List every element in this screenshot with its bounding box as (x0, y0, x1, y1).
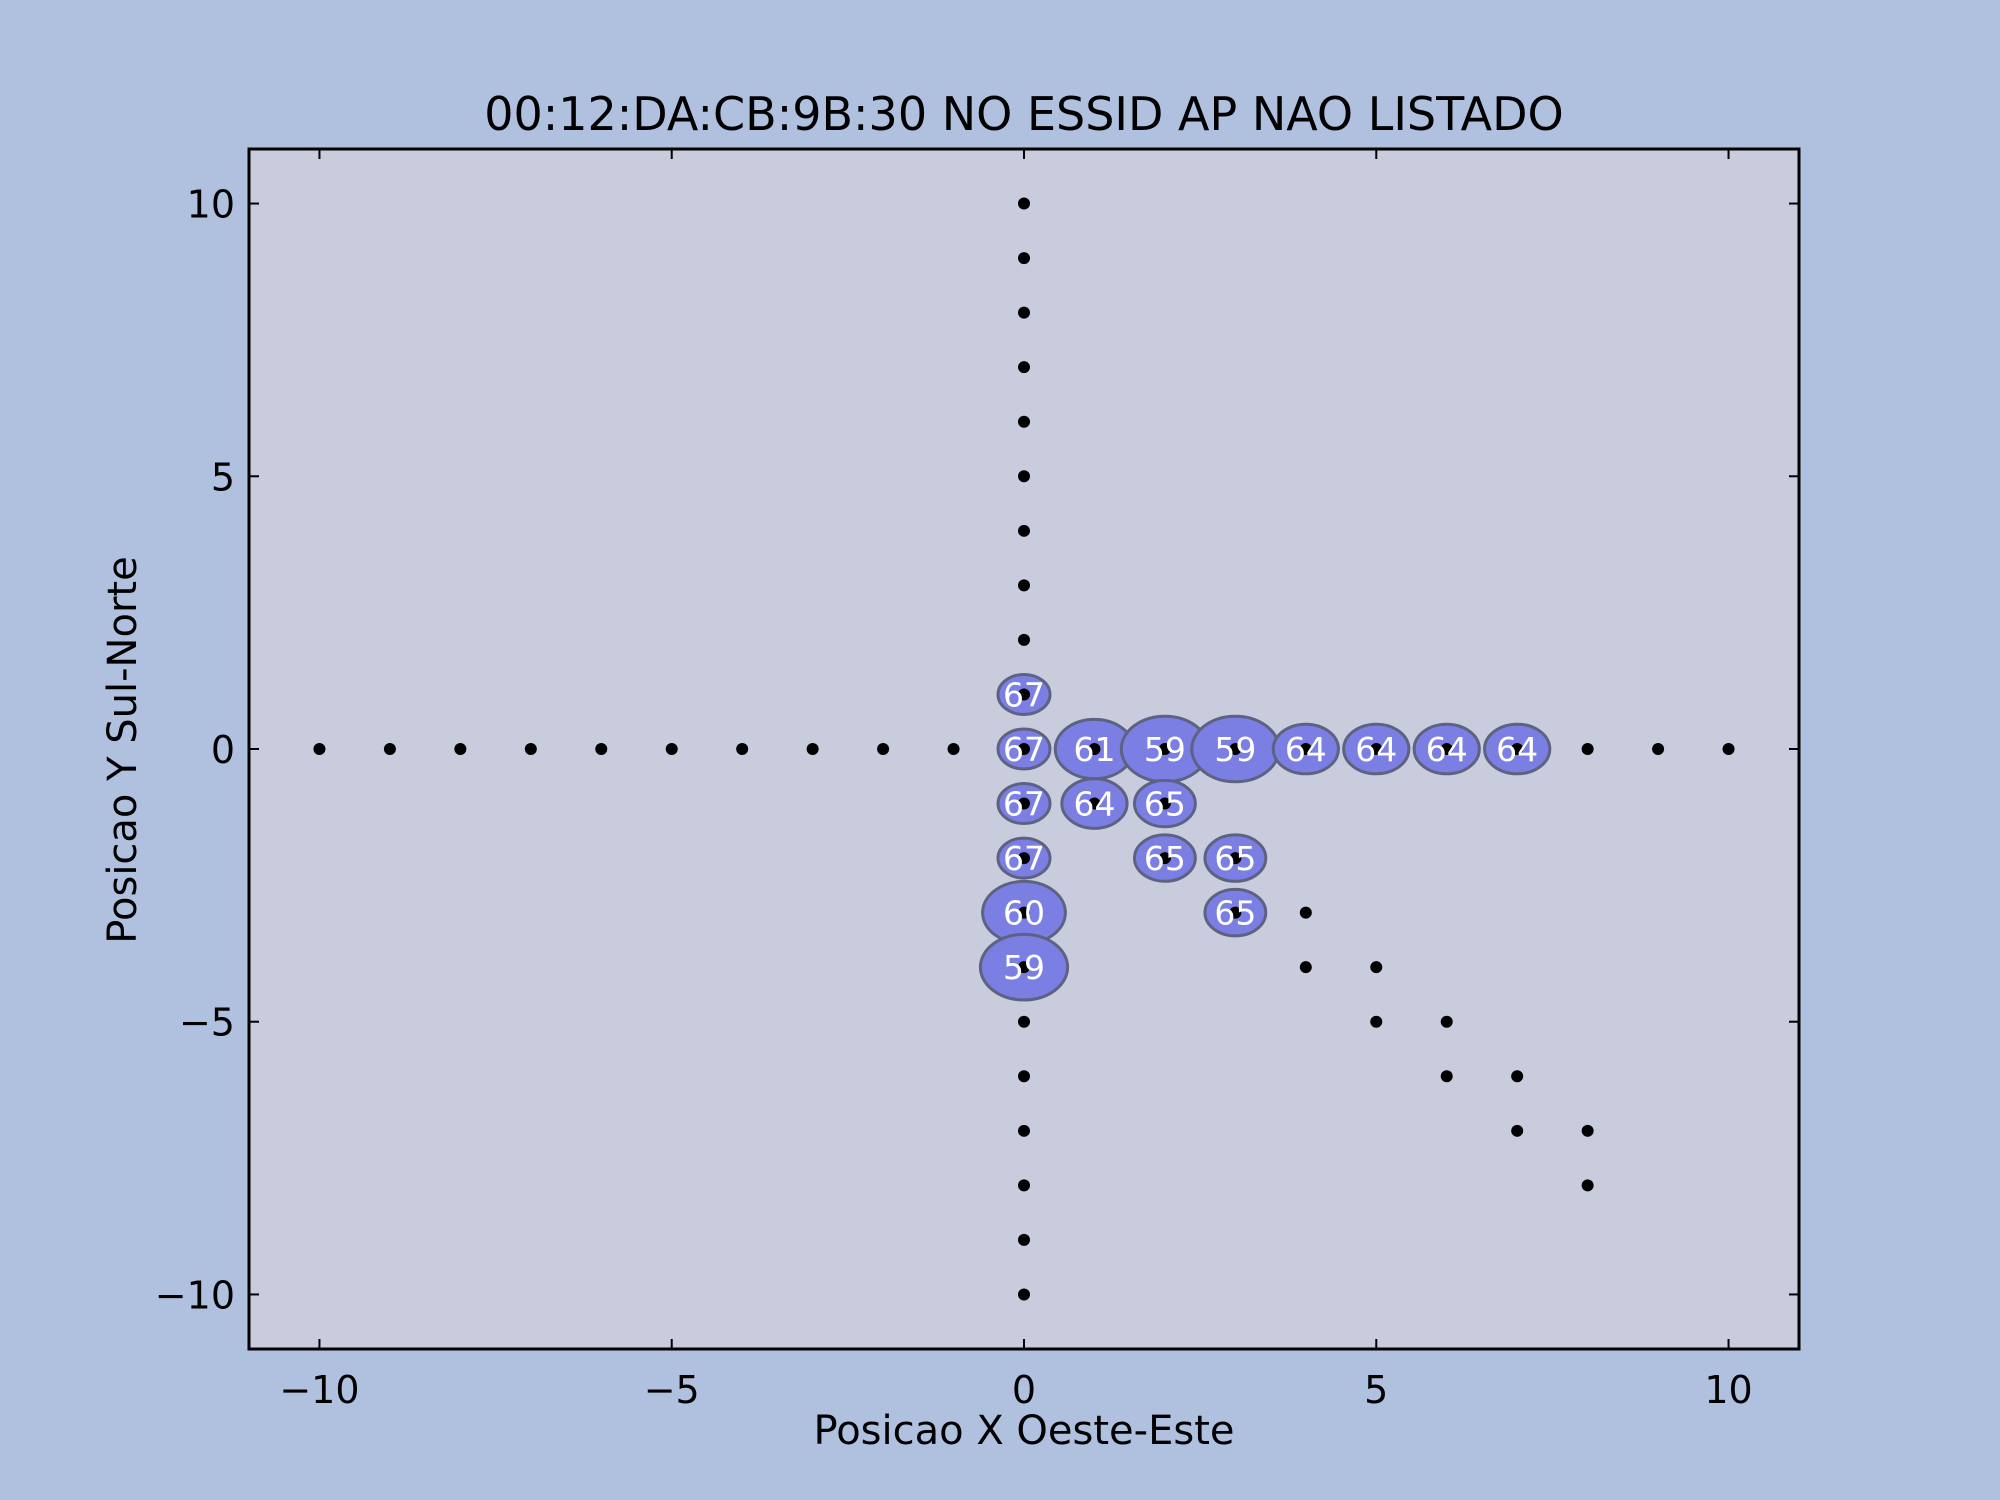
y-tick-label-3: 5 (211, 455, 235, 499)
measurement-point-19 (1652, 743, 1665, 755)
measurement-point-40 (1018, 1288, 1030, 1301)
measurement-point-27 (1018, 524, 1030, 537)
measurement-point-50 (1440, 1015, 1453, 1028)
measurement-point-47 (1299, 961, 1312, 974)
signal-value-label-4: 59 (1214, 730, 1256, 769)
measurement-point-55 (1581, 1179, 1594, 1192)
measurement-point-17 (1511, 743, 1524, 755)
x-axis-label: Posicao X Oeste-Este (814, 1408, 1235, 1454)
measurement-point-51 (1440, 1070, 1453, 1083)
measurement-point-6 (736, 743, 749, 755)
signal-value-label-5: 64 (1285, 730, 1327, 769)
measurement-point-32 (1018, 852, 1030, 865)
measurement-point-14 (1299, 743, 1312, 755)
signal-value-label-16: 60 (1003, 894, 1045, 933)
measurement-point-38 (1018, 1179, 1030, 1192)
measurement-point-0 (313, 743, 326, 755)
x-tick-label-3: 5 (1364, 1368, 1388, 1412)
measurement-point-42 (1158, 797, 1171, 810)
measurement-point-28 (1018, 579, 1030, 592)
measurement-point-49 (1370, 1015, 1383, 1028)
measurement-point-46 (1299, 906, 1312, 919)
x-tick-label-4: 10 (1704, 1368, 1752, 1412)
signal-value-label-7: 64 (1426, 730, 1468, 769)
measurement-point-20 (1722, 743, 1735, 755)
measurement-point-37 (1018, 1124, 1030, 1137)
measurement-point-12 (1158, 743, 1171, 755)
measurement-point-35 (1018, 1015, 1030, 1028)
measurement-point-4 (595, 743, 608, 755)
measurement-point-48 (1370, 961, 1383, 974)
measurement-point-21 (1018, 197, 1030, 210)
y-tick-label-4: 10 (187, 183, 235, 227)
x-tick-label-0: −10 (279, 1368, 359, 1412)
chart-marks: 67 67 61 59 59 64 64 64 64 67 64 65 67 65 65 65 60 59 (313, 197, 1735, 1301)
measurement-point-5 (665, 743, 678, 755)
axis-ticks: −10 −5 0 5 10 −10 −5 0 5 10 (155, 149, 1799, 1412)
measurement-point-10 (1018, 743, 1030, 755)
x-tick-label-1: −5 (644, 1368, 700, 1412)
measurement-point-18 (1581, 743, 1594, 755)
signal-value-label-6: 64 (1355, 730, 1397, 769)
measurement-point-8 (877, 743, 890, 755)
signal-value-label-10: 64 (1073, 785, 1115, 824)
signal-value-label-2: 61 (1073, 730, 1115, 769)
y-tick-label-1: −5 (179, 1001, 235, 1045)
signal-value-label-11: 65 (1144, 785, 1186, 824)
signal-value-label-0: 67 (1003, 675, 1045, 714)
measurement-point-13 (1229, 743, 1242, 755)
measurement-point-39 (1018, 1233, 1030, 1246)
measurement-point-1 (383, 743, 396, 755)
measurement-point-30 (1018, 688, 1030, 701)
signal-value-label-14: 65 (1214, 839, 1256, 878)
measurement-point-54 (1581, 1124, 1594, 1137)
y-tick-label-0: −10 (155, 1273, 235, 1317)
signal-value-label-15: 65 (1214, 894, 1256, 933)
measurement-point-36 (1018, 1070, 1030, 1083)
signal-value-label-17: 59 (1003, 948, 1045, 987)
measurement-point-33 (1018, 906, 1030, 919)
measurement-point-15 (1370, 743, 1383, 755)
measurement-point-16 (1440, 743, 1453, 755)
measurement-point-23 (1018, 306, 1030, 319)
y-tick-label-2: 0 (211, 728, 235, 772)
measurement-point-44 (1229, 852, 1242, 865)
measurement-point-7 (806, 743, 819, 755)
measurement-point-31 (1018, 797, 1030, 810)
signal-value-label-9: 67 (1003, 785, 1045, 824)
signal-value-label-8: 64 (1496, 730, 1538, 769)
y-axis-label: Posicao Y Sul-Norte (100, 556, 146, 943)
measurement-point-2 (454, 743, 467, 755)
measurement-point-22 (1018, 252, 1030, 265)
measurement-point-53 (1511, 1124, 1524, 1137)
measurement-point-52 (1511, 1070, 1524, 1083)
measurement-point-24 (1018, 361, 1030, 374)
signal-value-label-12: 67 (1003, 839, 1045, 878)
measurement-point-9 (947, 743, 960, 755)
measurement-point-45 (1229, 906, 1242, 919)
measurement-point-11 (1088, 743, 1101, 755)
x-tick-label-2: 0 (1012, 1368, 1036, 1412)
signal-value-label-13: 65 (1144, 839, 1186, 878)
signal-value-label-3: 59 (1144, 730, 1186, 769)
measurement-point-29 (1018, 633, 1030, 646)
measurement-point-3 (524, 743, 537, 755)
measurement-point-34 (1018, 961, 1030, 974)
signal-value-label-1: 67 (1003, 730, 1045, 769)
measurement-point-25 (1018, 415, 1030, 428)
measurement-point-26 (1018, 470, 1030, 483)
measurement-point-43 (1158, 852, 1171, 865)
chart-title: 00:12:DA:CB:9B:30 NO ESSID AP NAO LISTAD… (484, 87, 1564, 141)
measurement-point-41 (1088, 797, 1101, 810)
